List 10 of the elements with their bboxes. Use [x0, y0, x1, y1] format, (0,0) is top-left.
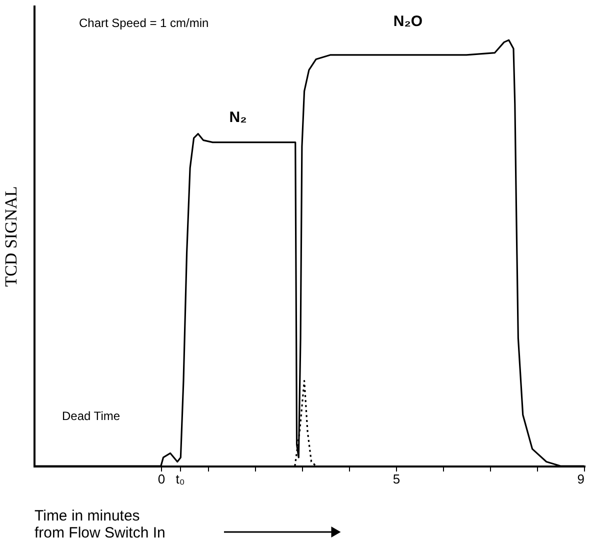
- x-tick-label: t₀: [176, 472, 185, 486]
- x-tick-label: 0: [158, 472, 166, 486]
- x-axis-title: Time in minutes from Flow Switch In: [34, 508, 166, 542]
- text: N₂O: [393, 13, 423, 30]
- text: Chart Speed = 1 cm/min: [79, 16, 209, 30]
- annotation: N₂: [229, 109, 247, 126]
- x-tick-label: 5: [392, 472, 400, 486]
- y-axis-title: TCD SIGNAL: [2, 186, 20, 287]
- annotation: Dead Time: [62, 409, 120, 423]
- x-tick-label: 9: [577, 472, 584, 486]
